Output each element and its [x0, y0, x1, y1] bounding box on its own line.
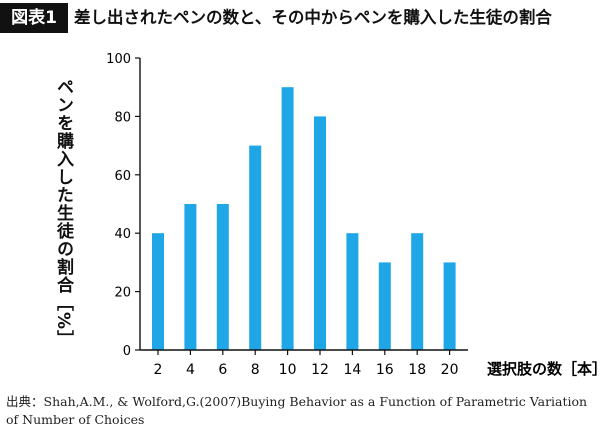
y-tick-label: 40 — [114, 227, 131, 242]
y-tick-label: 80 — [114, 110, 131, 125]
bar-4 — [184, 204, 197, 350]
bar-6 — [216, 204, 229, 350]
x-tick-label: 8 — [251, 362, 260, 378]
y-tick-label: 100 — [106, 52, 131, 67]
x-tick-label: 20 — [441, 362, 459, 378]
y-tick-label: 20 — [114, 286, 131, 301]
bar-20 — [443, 262, 456, 350]
x-tick-label: 6 — [218, 362, 227, 378]
x-tick-label: 14 — [343, 362, 361, 378]
x-tick-label: 2 — [154, 362, 163, 378]
x-tick-label: 4 — [186, 362, 195, 378]
bar-8 — [249, 145, 262, 350]
header: 図表1 差し出されたペンの数と、その中からペンを購入した生徒の割合 — [0, 0, 600, 36]
y-tick-label: 0 — [123, 344, 131, 359]
bar-2 — [152, 233, 164, 350]
x-tick-label: 10 — [279, 362, 297, 378]
bar-14 — [346, 233, 359, 350]
bar-18 — [411, 233, 424, 350]
x-tick-labels: 2 4 6 8 10 12 14 16 18 20 — [154, 362, 459, 378]
bar-16 — [378, 262, 391, 350]
chart-title: 差し出されたペンの数と、その中からペンを購入した生徒の割合 — [74, 8, 552, 27]
y-axis-label: ペンを購入した生徒の割合［%］ — [53, 78, 73, 349]
x-tick-label: 12 — [311, 362, 329, 378]
axes-group — [135, 57, 468, 355]
x-axis-label: 選択肢の数［本］ — [487, 360, 600, 378]
bar-10 — [281, 87, 294, 350]
source-citation: 出典：Shah,A.M., & Wolford,G.(2007)Buying B… — [6, 394, 588, 427]
bar-12 — [314, 116, 326, 351]
y-tick-label: 60 — [114, 169, 131, 184]
bar-chart: 2 4 6 8 10 12 14 16 18 20 0 20 40 60 80 100 選択肢の数［本］ — [106, 52, 600, 378]
y-tick-labels: 0 20 40 60 80 100 — [106, 52, 131, 359]
x-tick-label: 16 — [376, 362, 394, 378]
x-tick-label: 18 — [408, 362, 426, 378]
bars-group — [152, 87, 456, 351]
figure-badge: 図表1 — [0, 3, 68, 33]
